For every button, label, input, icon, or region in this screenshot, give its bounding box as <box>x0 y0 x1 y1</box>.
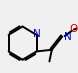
Text: N: N <box>33 29 40 39</box>
Text: N: N <box>64 32 72 42</box>
Text: O: O <box>69 24 77 34</box>
